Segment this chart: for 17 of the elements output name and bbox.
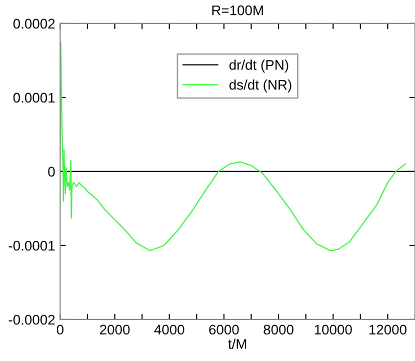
x-tick-label: 12000 bbox=[369, 324, 406, 335]
x-tick-label: 6000 bbox=[209, 324, 239, 335]
x-tick-label: 2000 bbox=[100, 324, 130, 335]
legend-label: ds/dt (NR) bbox=[229, 80, 292, 92]
x-tick-label: 10000 bbox=[314, 324, 352, 335]
line-series bbox=[60, 41, 406, 252]
legend-label: dr/dt (PN) bbox=[229, 60, 288, 73]
y-tick-label: 0.0002 bbox=[13, 18, 55, 29]
x-tick-label: 4000 bbox=[154, 324, 184, 335]
y-tick-label: 0.0001 bbox=[13, 92, 55, 103]
x-axis-title: t/M bbox=[228, 338, 246, 349]
y-tick-label: -0.0002 bbox=[8, 314, 55, 325]
chart-title: R=100M bbox=[212, 5, 263, 16]
x-tick-label: 0 bbox=[56, 324, 64, 335]
x-tick-label: 8000 bbox=[264, 324, 294, 335]
y-tick-label: -0.0001 bbox=[8, 240, 55, 251]
y-tick-label: 0 bbox=[48, 166, 55, 177]
